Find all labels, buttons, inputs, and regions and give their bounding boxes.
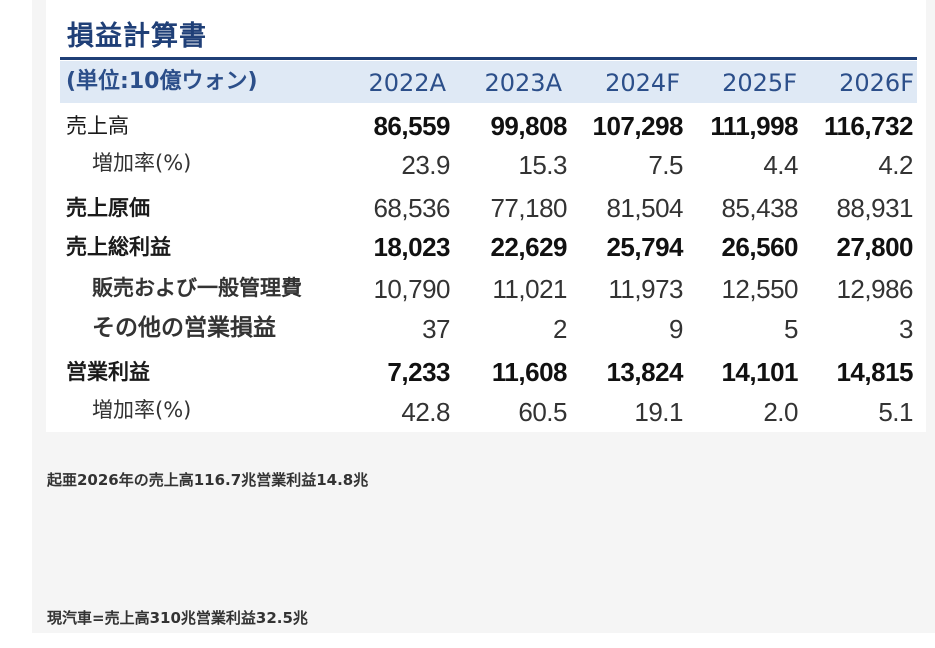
table-cell: 23.9: [401, 150, 450, 180]
row-label-revenue-growth: 増加率(%): [92, 151, 192, 175]
row-label-operating-growth: 増加率(%): [92, 398, 192, 422]
column-header-2023a: 2023A: [484, 69, 563, 97]
unit-label: (単位:10億ウォン): [66, 69, 258, 94]
table-cell: 7.5: [648, 150, 683, 180]
table-cell: 86,559: [373, 111, 450, 141]
table-cell: 12,986: [836, 274, 913, 304]
table-title: 損益計算書: [67, 21, 207, 52]
table-cell: 15.3: [518, 150, 567, 180]
row-label-sga: 販売および一般管理費: [92, 276, 302, 300]
table-cell: 37: [422, 314, 450, 344]
table-cell: 26,560: [721, 232, 798, 262]
row-label-cost-of-sales: 売上原価: [66, 196, 150, 220]
column-header-2024f: 2024F: [605, 69, 680, 97]
caption-hyundai: 現汽車=売上高310兆営業利益32.5兆: [47, 609, 308, 627]
row-label-revenue: 売上高: [66, 114, 129, 138]
table-cell: 60.5: [518, 397, 567, 427]
row-label-other-operating: その他の営業損益: [92, 315, 276, 341]
table-cell: 14,815: [836, 357, 913, 387]
table-cell: 11,608: [491, 357, 568, 387]
row-label-gross-profit: 売上総利益: [66, 235, 171, 259]
table-cell: 25,794: [606, 232, 683, 262]
table-cell: 27,800: [836, 232, 913, 262]
table-cell: 9: [669, 314, 683, 344]
table-cell: 11,021: [492, 274, 567, 304]
caption-kia: 起亜2026年の売上高116.7兆営業利益14.8兆: [47, 471, 369, 489]
table-cell: 77,180: [490, 193, 567, 223]
table-cell: 18,023: [373, 232, 450, 262]
table-cell: 22,629: [490, 232, 567, 262]
table-cell: 7,233: [387, 357, 450, 387]
table-cell: 111,998: [710, 111, 798, 141]
table-cell: 5: [784, 314, 798, 344]
table-cell: 116,732: [823, 111, 914, 141]
column-header-2026f: 2026F: [839, 69, 914, 97]
table-cell: 42.8: [401, 397, 450, 427]
table-cell: 11,973: [608, 274, 683, 304]
column-header-2022a: 2022A: [368, 69, 447, 97]
table-cell: 14,101: [721, 357, 798, 387]
table-cell: 107,298: [592, 111, 684, 141]
table-cell: 13,824: [606, 357, 683, 387]
table-cell: 88,931: [836, 193, 913, 223]
table-cell: 5.1: [878, 397, 913, 427]
table-cell: 99,808: [490, 111, 567, 141]
table-cell: 2: [553, 314, 567, 344]
header-band: [60, 61, 917, 103]
table-cell: 2.0: [763, 397, 798, 427]
table-cell: 81,504: [606, 193, 683, 223]
table-cell: 85,438: [721, 193, 798, 223]
table-cell: 4.4: [763, 150, 798, 180]
table-cell: 4.2: [878, 150, 913, 180]
row-label-operating-profit: 営業利益: [66, 360, 150, 384]
title-rule: [60, 57, 917, 60]
column-header-2025f: 2025F: [722, 69, 797, 97]
table-cell: 12,550: [721, 274, 798, 304]
table-cell: 10,790: [373, 274, 450, 304]
table-cell: 19.1: [634, 397, 683, 427]
table-cell: 3: [899, 314, 913, 344]
table-cell: 68,536: [373, 193, 450, 223]
